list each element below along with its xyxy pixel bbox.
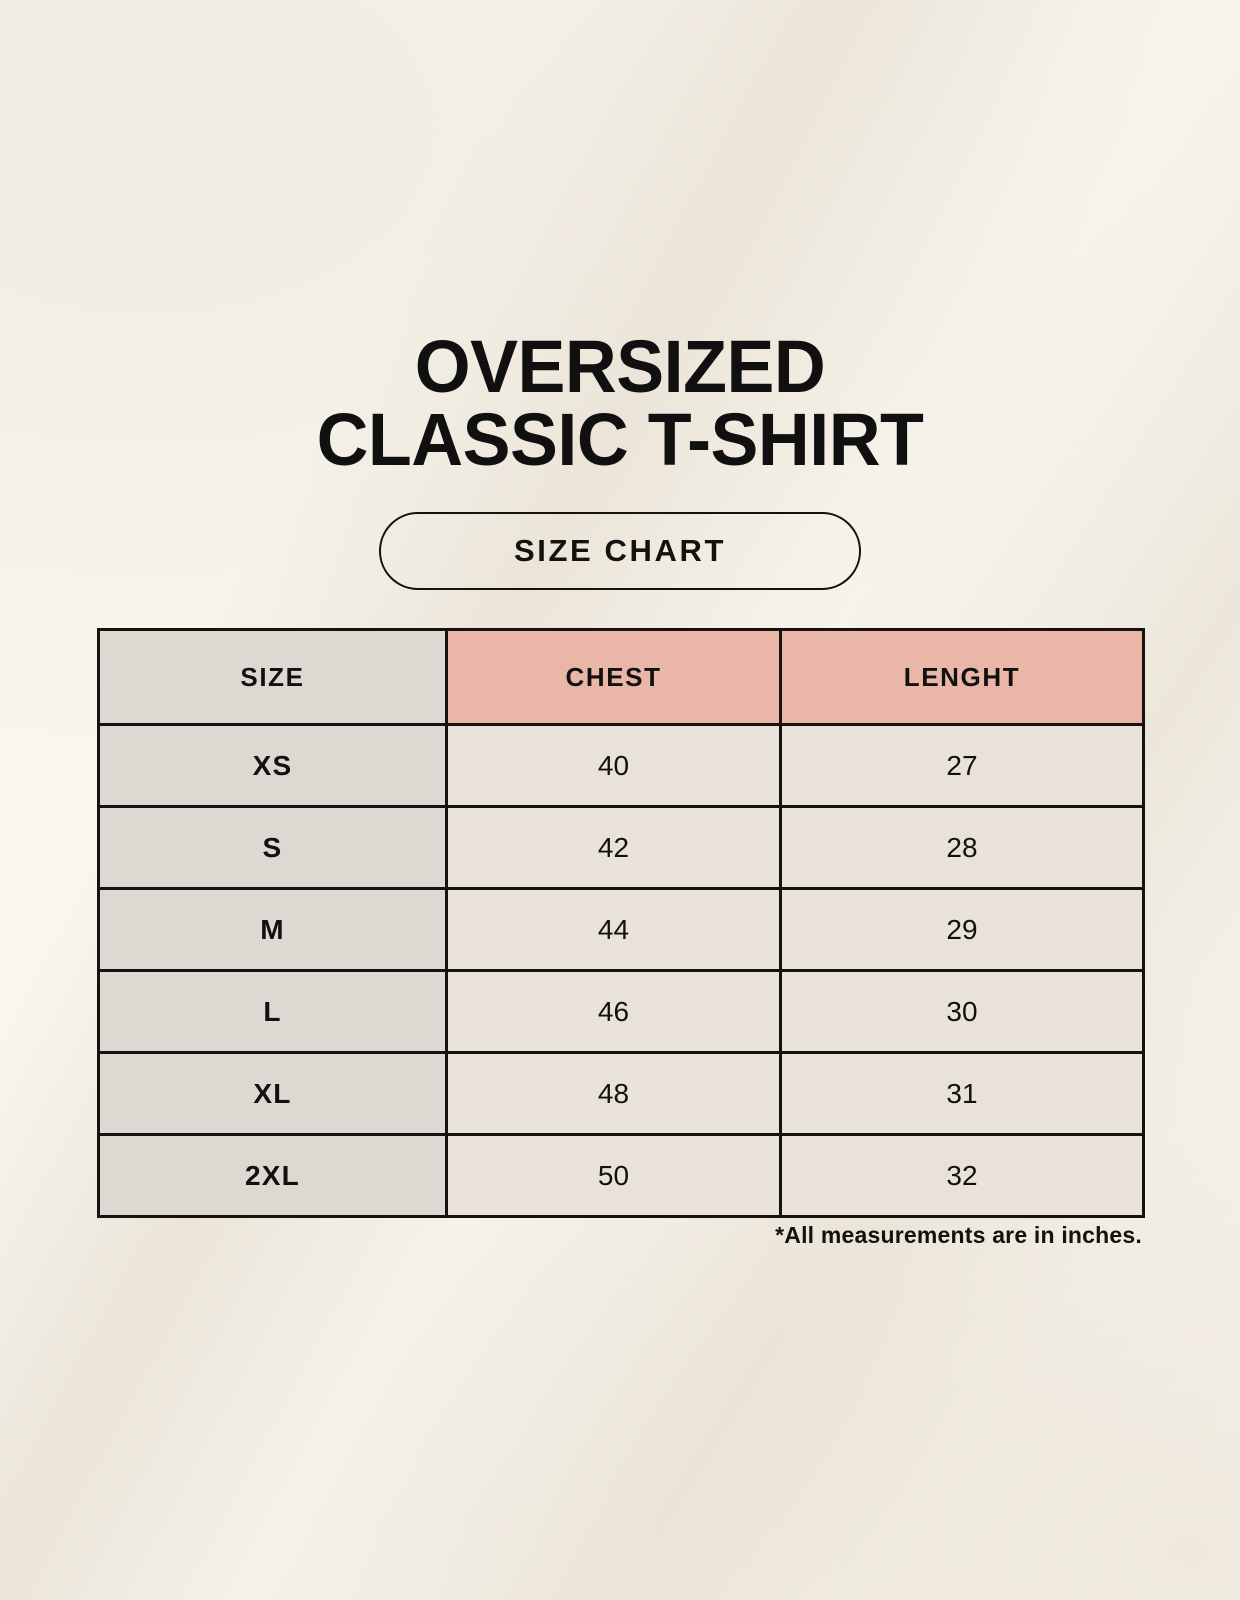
column-header-size: SIZE [97, 628, 448, 726]
title-line-one: OVERSIZED [414, 325, 826, 408]
size-table-container: SIZE CHEST LENGHT XS 40 27 S 42 28 M [97, 628, 1145, 1218]
cell-chest: 42 [445, 805, 782, 890]
cell-chest: 48 [445, 1051, 782, 1136]
page-title: OVERSIZED CLASSIC T-SHIRT [0, 325, 1240, 482]
size-chart-badge[interactable]: SIZE CHART [379, 512, 861, 590]
cell-size: XS [97, 723, 448, 808]
size-chart-table: SIZE CHEST LENGHT XS 40 27 S 42 28 M [97, 628, 1145, 1218]
size-chart-pill-container: SIZE CHART [0, 512, 1240, 590]
cell-length: 30 [779, 969, 1145, 1054]
cell-length: 32 [779, 1133, 1145, 1218]
cell-size: 2XL [97, 1133, 448, 1218]
title-line-two: CLASSIC T-SHIRT [316, 398, 924, 482]
cell-chest: 46 [445, 969, 782, 1054]
table-body: XS 40 27 S 42 28 M 44 29 L 46 30 [97, 723, 1145, 1218]
table-header: SIZE CHEST LENGHT [97, 628, 1145, 726]
table-row: XL 48 31 [97, 1051, 1145, 1136]
cell-chest: 50 [445, 1133, 782, 1218]
table-row: S 42 28 [97, 805, 1145, 890]
cell-length: 28 [779, 805, 1145, 890]
cell-size: L [97, 969, 448, 1054]
cell-size: S [97, 805, 448, 890]
cell-size: M [97, 887, 448, 972]
column-header-length: LENGHT [779, 628, 1145, 726]
cell-length: 29 [779, 887, 1145, 972]
table-header-row: SIZE CHEST LENGHT [97, 628, 1145, 726]
table-row: 2XL 50 32 [97, 1133, 1145, 1218]
column-header-chest: CHEST [445, 628, 782, 726]
table-row: M 44 29 [97, 887, 1145, 972]
cell-size: XL [97, 1051, 448, 1136]
cell-chest: 44 [445, 887, 782, 972]
cell-chest: 40 [445, 723, 782, 808]
table-row: L 46 30 [97, 969, 1145, 1054]
cell-length: 31 [779, 1051, 1145, 1136]
table-row: XS 40 27 [97, 723, 1145, 808]
measurements-footnote: *All measurements are in inches. [775, 1222, 1142, 1248]
cell-length: 27 [779, 723, 1145, 808]
